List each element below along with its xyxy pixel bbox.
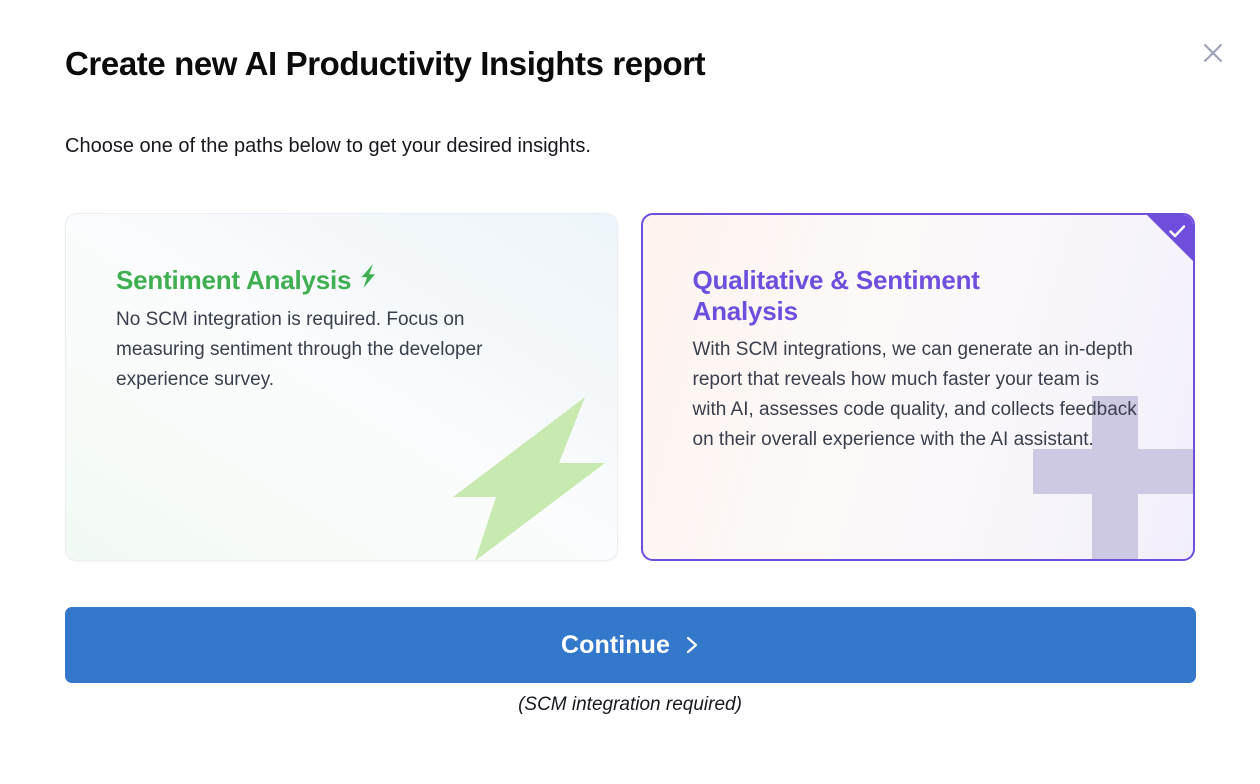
scm-required-note: (SCM integration required) — [518, 694, 742, 715]
lightning-bolt-watermark — [433, 389, 617, 560]
badge-triangle — [1147, 215, 1193, 261]
lightning-bolt-icon — [358, 264, 378, 295]
close-icon — [1201, 41, 1225, 65]
option-card-list: Sentiment Analysis No SCM integration is… — [65, 213, 1195, 561]
continue-button-label: Continue — [560, 630, 671, 659]
option-heading: Sentiment Analysis — [116, 264, 577, 296]
option-description: No SCM integration is required. Focus on… — [116, 308, 483, 390]
dialog-subtitle: Choose one of the paths below to get you… — [65, 135, 591, 157]
option-card-qualitative-sentiment-analysis[interactable]: Qualitative & Sentiment Analysis With SC… — [640, 213, 1195, 561]
dialog-title: Create new AI Productivity Insights repo… — [65, 45, 706, 82]
selected-badge — [1147, 215, 1193, 261]
option-card-sentiment-analysis[interactable]: Sentiment Analysis No SCM integration is… — [65, 213, 618, 561]
option-heading: Qualitative & Sentiment Analysis — [692, 265, 980, 326]
option-heading-text: Sentiment Analysis — [116, 265, 352, 295]
option-description: With SCM integrations, we can generate a… — [692, 339, 1137, 451]
chevron-right-icon — [684, 634, 700, 656]
close-button[interactable] — [1196, 36, 1230, 70]
continue-button[interactable]: Continue — [65, 607, 1196, 683]
